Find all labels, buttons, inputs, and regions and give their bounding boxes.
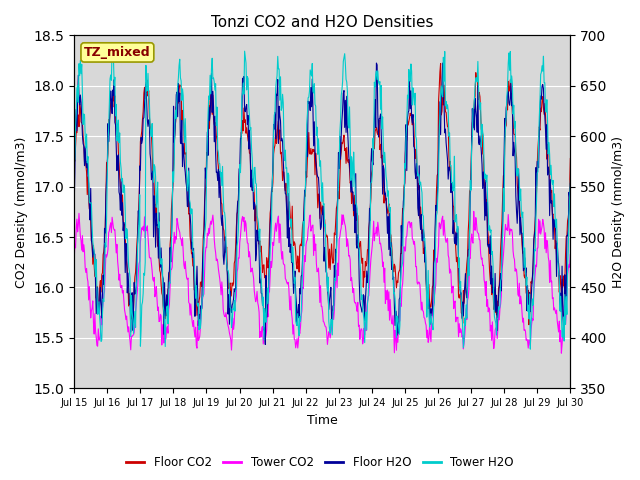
Line: Tower H2O: Tower H2O <box>74 46 570 349</box>
Line: Floor H2O: Floor H2O <box>74 63 570 345</box>
Tower CO2 <box>79 249 87 255</box>
Floor H2O <box>70 204 78 210</box>
Floor H2O <box>262 342 269 348</box>
Tower H2O <box>527 346 534 352</box>
Floor H2O <box>180 164 188 169</box>
Floor H2O <box>439 60 447 66</box>
Floor H2O <box>566 180 574 186</box>
Floor CO2 <box>70 154 78 160</box>
Y-axis label: H2O Density (mmol/m3): H2O Density (mmol/m3) <box>612 136 625 288</box>
Floor CO2 <box>131 285 138 291</box>
Tower CO2 <box>131 330 138 336</box>
Tower H2O <box>397 265 405 271</box>
Floor CO2 <box>436 60 444 66</box>
Tower H2O <box>383 179 390 185</box>
Tower H2O <box>79 121 87 127</box>
Tower CO2 <box>470 208 477 214</box>
Tower CO2 <box>397 300 404 306</box>
Tower CO2 <box>180 266 188 272</box>
Tower CO2 <box>566 252 574 257</box>
Floor H2O <box>79 141 87 146</box>
Floor H2O <box>207 95 214 100</box>
Tower H2O <box>108 43 116 49</box>
Tower CO2 <box>557 350 565 356</box>
Floor CO2 <box>566 156 574 161</box>
Title: Tonzi CO2 and H2O Densities: Tonzi CO2 and H2O Densities <box>211 15 433 30</box>
Floor CO2 <box>397 251 404 256</box>
Tower H2O <box>566 178 574 183</box>
Floor H2O <box>131 279 138 285</box>
Floor CO2 <box>382 195 390 201</box>
Tower H2O <box>70 161 78 167</box>
Line: Floor CO2: Floor CO2 <box>74 63 570 324</box>
Y-axis label: CO2 Density (mmol/m3): CO2 Density (mmol/m3) <box>15 136 28 288</box>
Tower H2O <box>207 66 215 72</box>
Tower CO2 <box>207 218 214 224</box>
Tower CO2 <box>70 259 78 264</box>
Floor CO2 <box>79 133 87 139</box>
Floor H2O <box>397 223 405 228</box>
Floor H2O <box>383 211 390 216</box>
Floor CO2 <box>180 151 188 157</box>
X-axis label: Time: Time <box>307 414 338 427</box>
Tower H2O <box>131 309 139 314</box>
Floor CO2 <box>207 92 214 97</box>
Line: Tower CO2: Tower CO2 <box>74 211 570 353</box>
Text: TZ_mixed: TZ_mixed <box>84 46 150 59</box>
Tower H2O <box>181 116 189 121</box>
Legend: Floor CO2, Tower CO2, Floor H2O, Tower H2O: Floor CO2, Tower CO2, Floor H2O, Tower H… <box>122 452 518 474</box>
Tower CO2 <box>382 288 390 294</box>
Floor CO2 <box>525 322 532 327</box>
